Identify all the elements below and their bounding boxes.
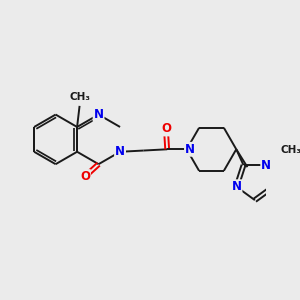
Text: N: N — [232, 180, 242, 193]
Text: O: O — [80, 170, 90, 183]
Text: CH₃: CH₃ — [281, 146, 300, 155]
Text: O: O — [161, 122, 171, 136]
Text: CH₃: CH₃ — [69, 92, 90, 102]
Text: N: N — [185, 143, 195, 156]
Text: N: N — [115, 145, 125, 158]
Text: N: N — [94, 108, 103, 121]
Text: N: N — [261, 159, 271, 172]
